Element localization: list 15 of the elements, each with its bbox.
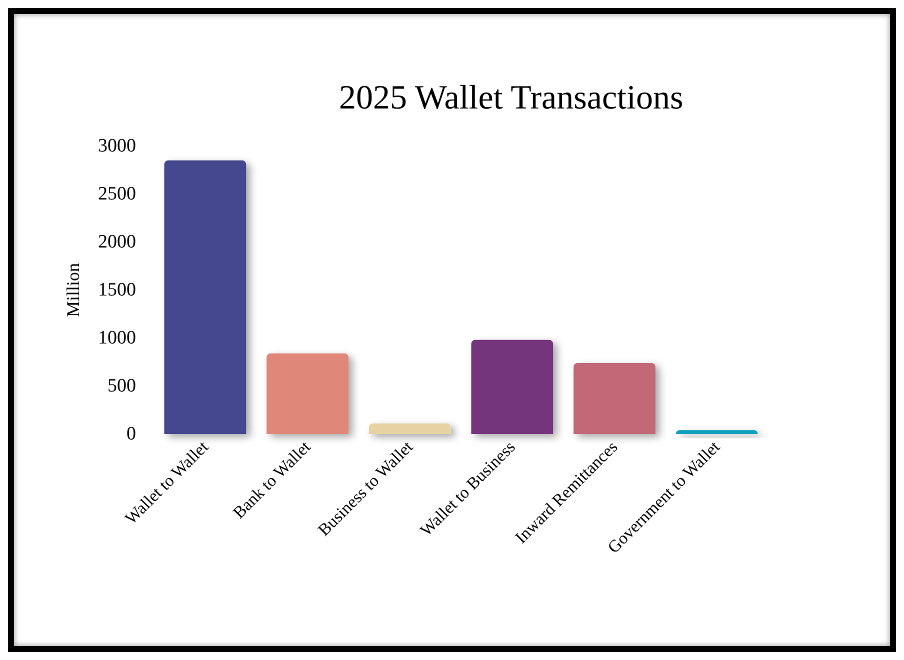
bar — [471, 340, 554, 434]
bar — [164, 160, 246, 434]
y-tick-label: 1500 — [98, 280, 136, 300]
y-tick-label: 1000 — [98, 328, 136, 348]
y-tick-label: 3000 — [98, 136, 136, 156]
y-tick-label: 0 — [126, 424, 136, 444]
bar — [574, 362, 656, 434]
y-tick-label: 2000 — [98, 232, 136, 252]
bar — [368, 423, 451, 434]
y-axis-title: Million — [63, 262, 83, 318]
bar — [676, 430, 758, 434]
chart-title: 2025 Wallet Transactions — [339, 80, 684, 116]
y-tick-label: 2500 — [98, 184, 136, 204]
bar — [266, 353, 348, 434]
y-tick-label: 500 — [108, 376, 136, 396]
